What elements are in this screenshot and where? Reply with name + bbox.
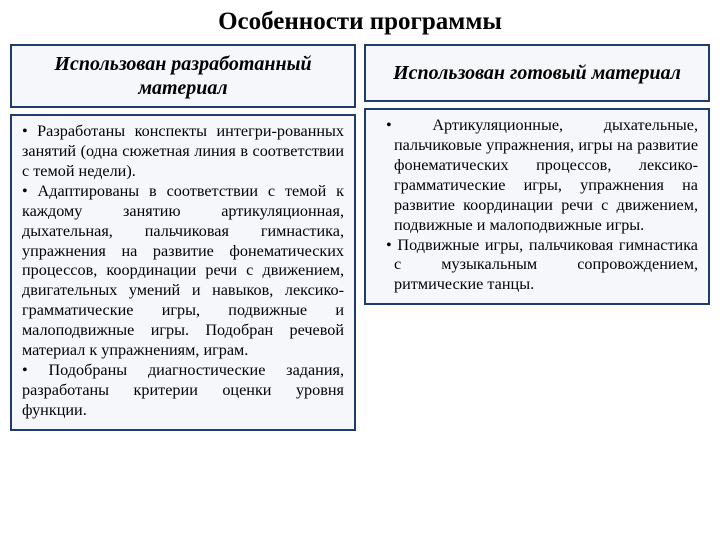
right-column: Использован готовый материал • Артикуляц… [364, 44, 710, 431]
columns-container: Использован разработанный материал • Раз… [10, 44, 710, 431]
right-body-box: • Артикуляционные, дыхательные, пальчико… [364, 108, 710, 305]
right-header-box: Использован готовый материал [364, 44, 710, 102]
left-header-box: Использован разработанный материал [10, 44, 356, 108]
left-body-item: • Адаптированы в соответствии с темой к … [22, 182, 344, 361]
left-header-text: Использован разработанный материал [18, 52, 348, 100]
page-title: Особенности программы [10, 8, 710, 36]
right-body-item: • Артикуляционные, дыхательные, пальчико… [376, 116, 698, 236]
left-body-item: • Подобраны диагностические задания, раз… [22, 361, 344, 421]
left-body-item: • Разработаны конспекты интегри-рованных… [22, 122, 344, 182]
right-header-text: Использован готовый материал [393, 61, 681, 85]
left-body-box: • Разработаны конспекты интегри-рованных… [10, 114, 356, 431]
right-body-item: • Подвижные игры, пальчиковая гимнастика… [376, 236, 698, 296]
left-column: Использован разработанный материал • Раз… [10, 44, 356, 431]
